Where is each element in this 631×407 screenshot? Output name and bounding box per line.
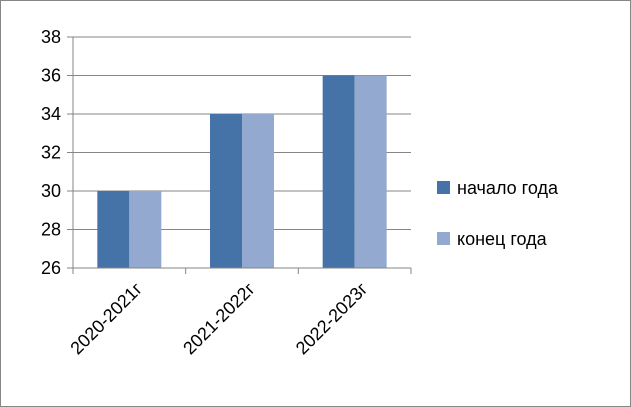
y-tick-label: 36 — [41, 66, 61, 86]
legend: начало года конец года — [437, 178, 559, 249]
bar-end-0 — [129, 191, 162, 268]
x-axis-ticks: 2020-2021г 2021-2022г 2022-2023г — [67, 278, 372, 358]
y-tick-label: 34 — [41, 104, 61, 124]
y-tick-label: 30 — [41, 181, 61, 201]
y-tick-label: 38 — [41, 27, 61, 47]
legend-swatch — [437, 181, 450, 194]
bars — [97, 75, 387, 268]
y-tick-label: 26 — [41, 258, 61, 278]
x-tick-label: 2021-2022г — [179, 278, 259, 358]
x-tick-label: 2020-2021г — [67, 278, 147, 358]
y-tick-label: 32 — [41, 143, 61, 163]
axes — [72, 37, 412, 274]
y-axis-ticks: 26 28 30 32 34 36 38 — [41, 27, 61, 278]
bar-end-2 — [354, 75, 387, 268]
bar-start-2 — [322, 75, 355, 268]
bar-start-0 — [97, 191, 130, 268]
bar-start-1 — [210, 114, 242, 268]
legend-label: конец года — [457, 229, 548, 249]
legend-label: начало года — [457, 178, 559, 198]
y-tick-label: 28 — [41, 220, 61, 240]
legend-swatch — [437, 232, 450, 245]
bar-end-1 — [242, 114, 274, 268]
x-tick-label: 2022-2023г — [292, 278, 372, 358]
